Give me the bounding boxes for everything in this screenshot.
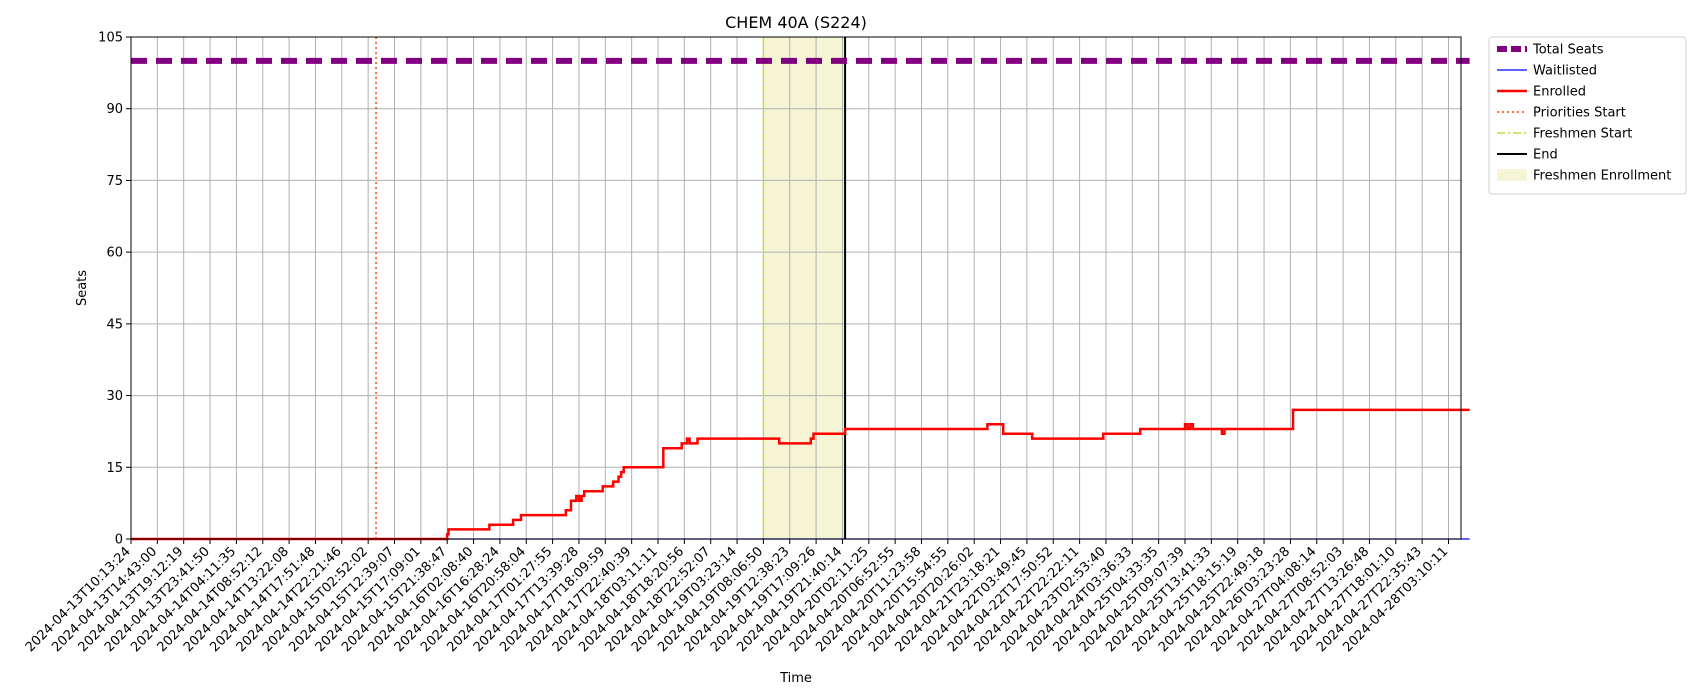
legend-label-priorities-start: Priorities Start (1533, 106, 1626, 121)
y-tick-label: 105 (98, 31, 123, 46)
x-axis-title: Time (779, 671, 812, 686)
legend-label-freshmen-enrollment: Freshmen Enrollment (1533, 169, 1671, 184)
y-tick-label: 45 (106, 317, 123, 332)
series-enrolled (131, 408, 1470, 541)
legend: Total Seats Waitlisted Enrolled Priorities … (1488, 36, 1687, 195)
legend-label-enrolled: Enrolled (1533, 85, 1586, 100)
grid (130, 36, 1461, 540)
y-tick-label: 90 (106, 102, 123, 117)
chart-title: CHEM 40A (S224) (725, 13, 867, 32)
y-tick-label: 15 (106, 461, 123, 476)
y-tick-label: 0 (115, 533, 123, 548)
legend-label-waitlisted: Waitlisted (1533, 64, 1597, 79)
legend-swatch-freshmen-enrollment (1497, 169, 1527, 181)
legend-label-end: End (1533, 148, 1558, 163)
freshmen-enrollment-region (763, 37, 846, 539)
plot-frame (130, 36, 1462, 540)
y-axis-title: Seats (75, 270, 90, 306)
y-tick-label: 75 (106, 174, 123, 189)
y-tick-label: 30 (106, 389, 123, 404)
legend-label-freshmen-start: Freshmen Start (1533, 127, 1632, 142)
legend-box (1488, 36, 1687, 195)
legend-label-total-seats: Total Seats (1532, 43, 1604, 58)
y-tick-label: 60 (106, 246, 123, 261)
